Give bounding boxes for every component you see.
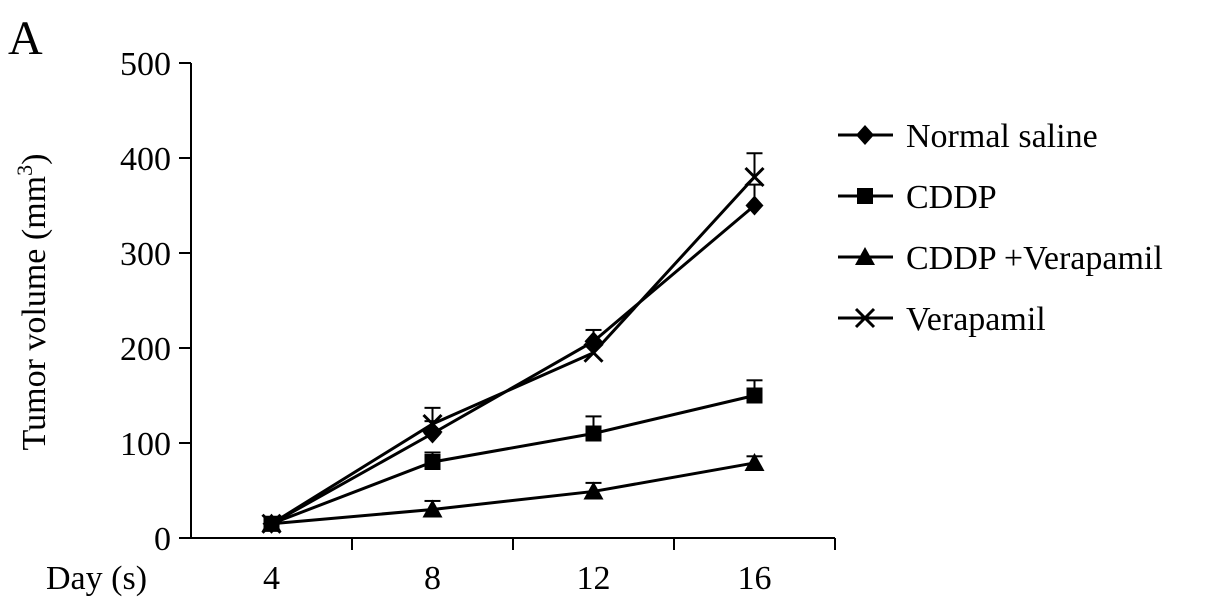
marker-x-stroke [744,166,765,188]
y-axis-label-main: Tumor volume (mm [16,176,53,451]
legend-label: Verapamil [906,301,1046,338]
x-tick-label: 16 [738,560,772,597]
marker-x-stroke [422,413,443,435]
data-point [585,425,602,442]
legend-item-normal-saline: Normal saline [838,118,1098,155]
legend-label: CDDP [906,179,997,216]
legend: Normal saline CDDP CDDP +Verapamil Verapami… [838,118,1163,338]
legend-marker [856,125,874,145]
x-tick-label: 8 [424,560,441,597]
series-cddp [263,379,763,532]
y-tick-label: 0 [154,521,171,558]
panel-label: A [8,12,43,65]
legend-item-cddp-verapamil: CDDP +Verapamil [838,240,1163,277]
y-tick-label: 100 [120,426,171,463]
series-line [271,461,755,526]
data-point [583,481,604,500]
data-point [744,166,765,188]
series-line [270,394,755,526]
legend-marker [857,188,873,204]
y-tick-label: 300 [120,236,171,273]
y-axis-label: Tumor volume (mm3) [12,154,53,451]
x-axis-label: Day (s) [46,560,147,597]
data-point [583,342,604,363]
x-tick-label: 12 [577,560,611,597]
data-point [422,499,443,518]
legend-label: CDDP +Verapamil [906,240,1163,277]
legend-item-cddp: CDDP [838,179,997,216]
marker-x-stroke [583,342,604,363]
data-point [744,452,765,471]
data-point [424,454,441,470]
legend-marker [854,307,876,329]
y-tick-label: 400 [120,141,171,178]
data-point [745,195,764,216]
y-axis-label-close: ) [16,154,53,165]
series-line [270,175,756,526]
marker-x-stroke [261,513,282,534]
series-cddp-verapamil [261,452,765,532]
series-layer [261,152,765,534]
legend-marker [855,247,875,265]
data-point [746,387,763,404]
axes: 0 100 200 300 400 500 4 8 12 16 [120,46,836,597]
legend-item-verapamil: Verapamil [838,301,1046,338]
x-tick-label: 4 [263,560,280,597]
legend-label: Normal saline [906,118,1098,155]
marker-x-stroke [854,307,876,329]
data-point [261,513,282,534]
y-axis-label-superscript: 3 [12,165,37,176]
data-point [422,413,443,435]
y-tick-label: 200 [120,331,171,368]
y-tick-label: 500 [120,46,171,83]
series-verapamil [261,152,765,534]
